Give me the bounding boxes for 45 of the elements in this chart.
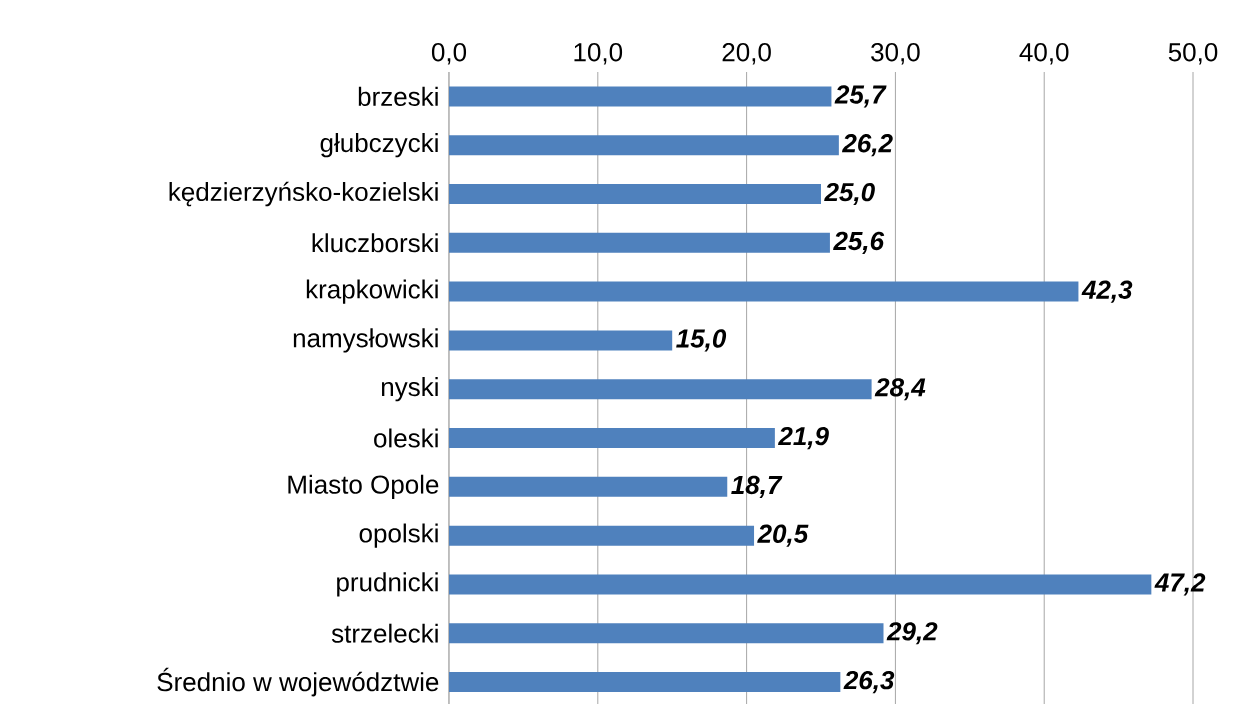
data-label: 25,7 <box>834 85 887 108</box>
data-label: 15,0 <box>676 329 727 352</box>
bar <box>449 184 822 205</box>
y-tick-label: brzeski <box>358 87 438 107</box>
data-label: 47,2 <box>1154 573 1206 596</box>
bar <box>449 330 673 351</box>
data-label: 28,4 <box>874 378 926 401</box>
bar <box>449 525 755 546</box>
bar <box>449 623 884 644</box>
bar <box>449 428 775 449</box>
y-tick-label: kluczborski <box>312 233 438 253</box>
data-label: 18,7 <box>731 476 783 499</box>
x-tick-label: 20,0 <box>722 43 771 65</box>
x-tick-label: 50,0 <box>1168 43 1218 65</box>
data-label: 26,3 <box>843 671 895 694</box>
data-label: 25,0 <box>824 183 875 206</box>
x-tick-label: 0,0 <box>431 43 467 65</box>
data-label: 21,9 <box>778 427 829 450</box>
bar <box>449 86 832 107</box>
bar <box>449 379 872 400</box>
bar <box>449 477 728 498</box>
y-tick-label: namysłowski <box>293 328 438 353</box>
bar <box>449 135 839 156</box>
bar <box>449 574 1152 595</box>
y-tick-label: Średnio w województwie <box>157 667 439 697</box>
data-label: 26,2 <box>841 134 893 157</box>
bar <box>449 281 1079 302</box>
data-label: 29,2 <box>886 622 938 645</box>
bar <box>449 672 841 693</box>
bar <box>449 233 830 254</box>
data-label: 20,5 <box>757 524 809 547</box>
data-label: 25,6 <box>833 231 885 255</box>
y-tick-label: nyski <box>381 377 438 402</box>
y-tick-label: prudnicki <box>337 572 438 597</box>
data-label: 42,3 <box>1081 280 1133 303</box>
y-tick-label: Miasto Opole <box>288 474 439 500</box>
x-tick-label: 30,0 <box>871 43 920 65</box>
y-tick-label: opolski <box>359 523 438 548</box>
y-tick-label: kędzierzyńsko-kozielski <box>169 181 438 207</box>
x-tick-label: 10,0 <box>574 43 623 65</box>
y-tick-label: strzelecki <box>331 623 438 644</box>
y-tick-label: głubczycki <box>320 133 438 158</box>
y-tick-label: krapkowicki <box>306 279 438 304</box>
y-tick-label: oleski <box>374 428 438 448</box>
x-tick-label: 40,0 <box>1019 43 1069 65</box>
